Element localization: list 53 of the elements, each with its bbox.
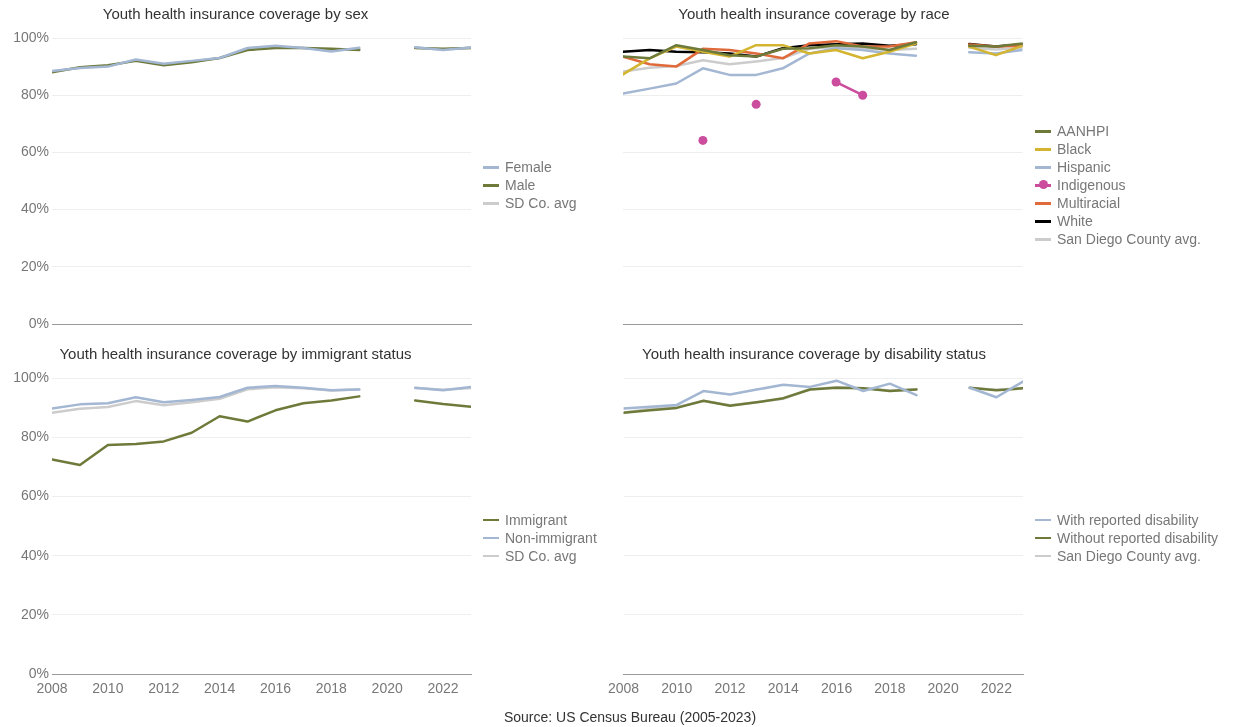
x-tick-label: 2008 [36,680,68,697]
legend-label: Non-immigrant [505,529,597,546]
legend-label: San Diego County avg. [1057,231,1201,247]
y-tick-label: 80% [20,86,49,103]
y-tick-label: 0% [28,665,49,682]
x-tick-label: 2022 [980,680,1013,697]
x-tick-label: 2014 [767,680,800,697]
x-tick-label: 2020 [371,680,403,697]
legend-label: Black [1057,141,1092,157]
legend-label: Male [505,177,536,193]
x-tick-label: 2010 [661,680,693,697]
chart-title: Youth health insurance coverage by sex [102,5,369,23]
point [751,99,761,109]
y-tick-label: 40% [20,546,49,563]
x-tick-label: 2018 [874,680,906,697]
y-tick-label: 100% [13,368,49,385]
chart-title: Youth health insurance coverage by disability status [642,345,986,363]
chart-title: Youth health insurance coverage by immigrant status [59,345,412,363]
legend-label: SD Co. avg [505,195,577,211]
chart-title: Youth health insurance coverage by race [678,5,950,23]
y-tick-label: 20% [20,257,49,274]
legend-label: Without reported disability [1057,529,1219,546]
point [831,77,841,87]
x-tick-label: 2022 [427,680,459,697]
legend-label: Female [505,159,552,175]
y-tick-label: 100% [13,28,49,45]
y-tick-label: 80% [20,428,49,445]
x-tick-label: 2016 [821,680,853,697]
y-tick-label: 0% [28,314,49,331]
x-tick-label: 2012 [714,680,746,697]
legend-label: SD Co. avg [505,547,577,564]
point [858,90,868,100]
source-note: Source: US Census Bureau (2005-2023) [502,709,758,725]
y-tick-label: 60% [20,487,49,504]
legend-label: San Diego County avg. [1057,547,1201,564]
point [698,135,708,145]
y-tick-label: 40% [20,200,49,217]
y-tick-label: 60% [20,143,49,160]
x-tick-label: 2018 [315,680,348,697]
legend-label: Hispanic [1057,159,1111,175]
x-tick-label: 2014 [204,680,236,697]
x-tick-label: 2010 [92,680,124,697]
legend-label: Multiracial [1057,195,1121,211]
legend-label: AANHPI [1057,123,1110,139]
legend-label: Indigenous [1057,177,1126,193]
y-tick-label: 20% [20,605,49,622]
legend-label: With reported disability [1057,511,1199,528]
x-tick-label: 2016 [259,680,292,697]
x-tick-label: 2012 [148,680,180,697]
x-tick-label: 2008 [607,680,640,697]
legend-label: White [1057,213,1093,229]
x-tick-label: 2020 [927,680,959,697]
legend-label: Immigrant [505,511,568,528]
